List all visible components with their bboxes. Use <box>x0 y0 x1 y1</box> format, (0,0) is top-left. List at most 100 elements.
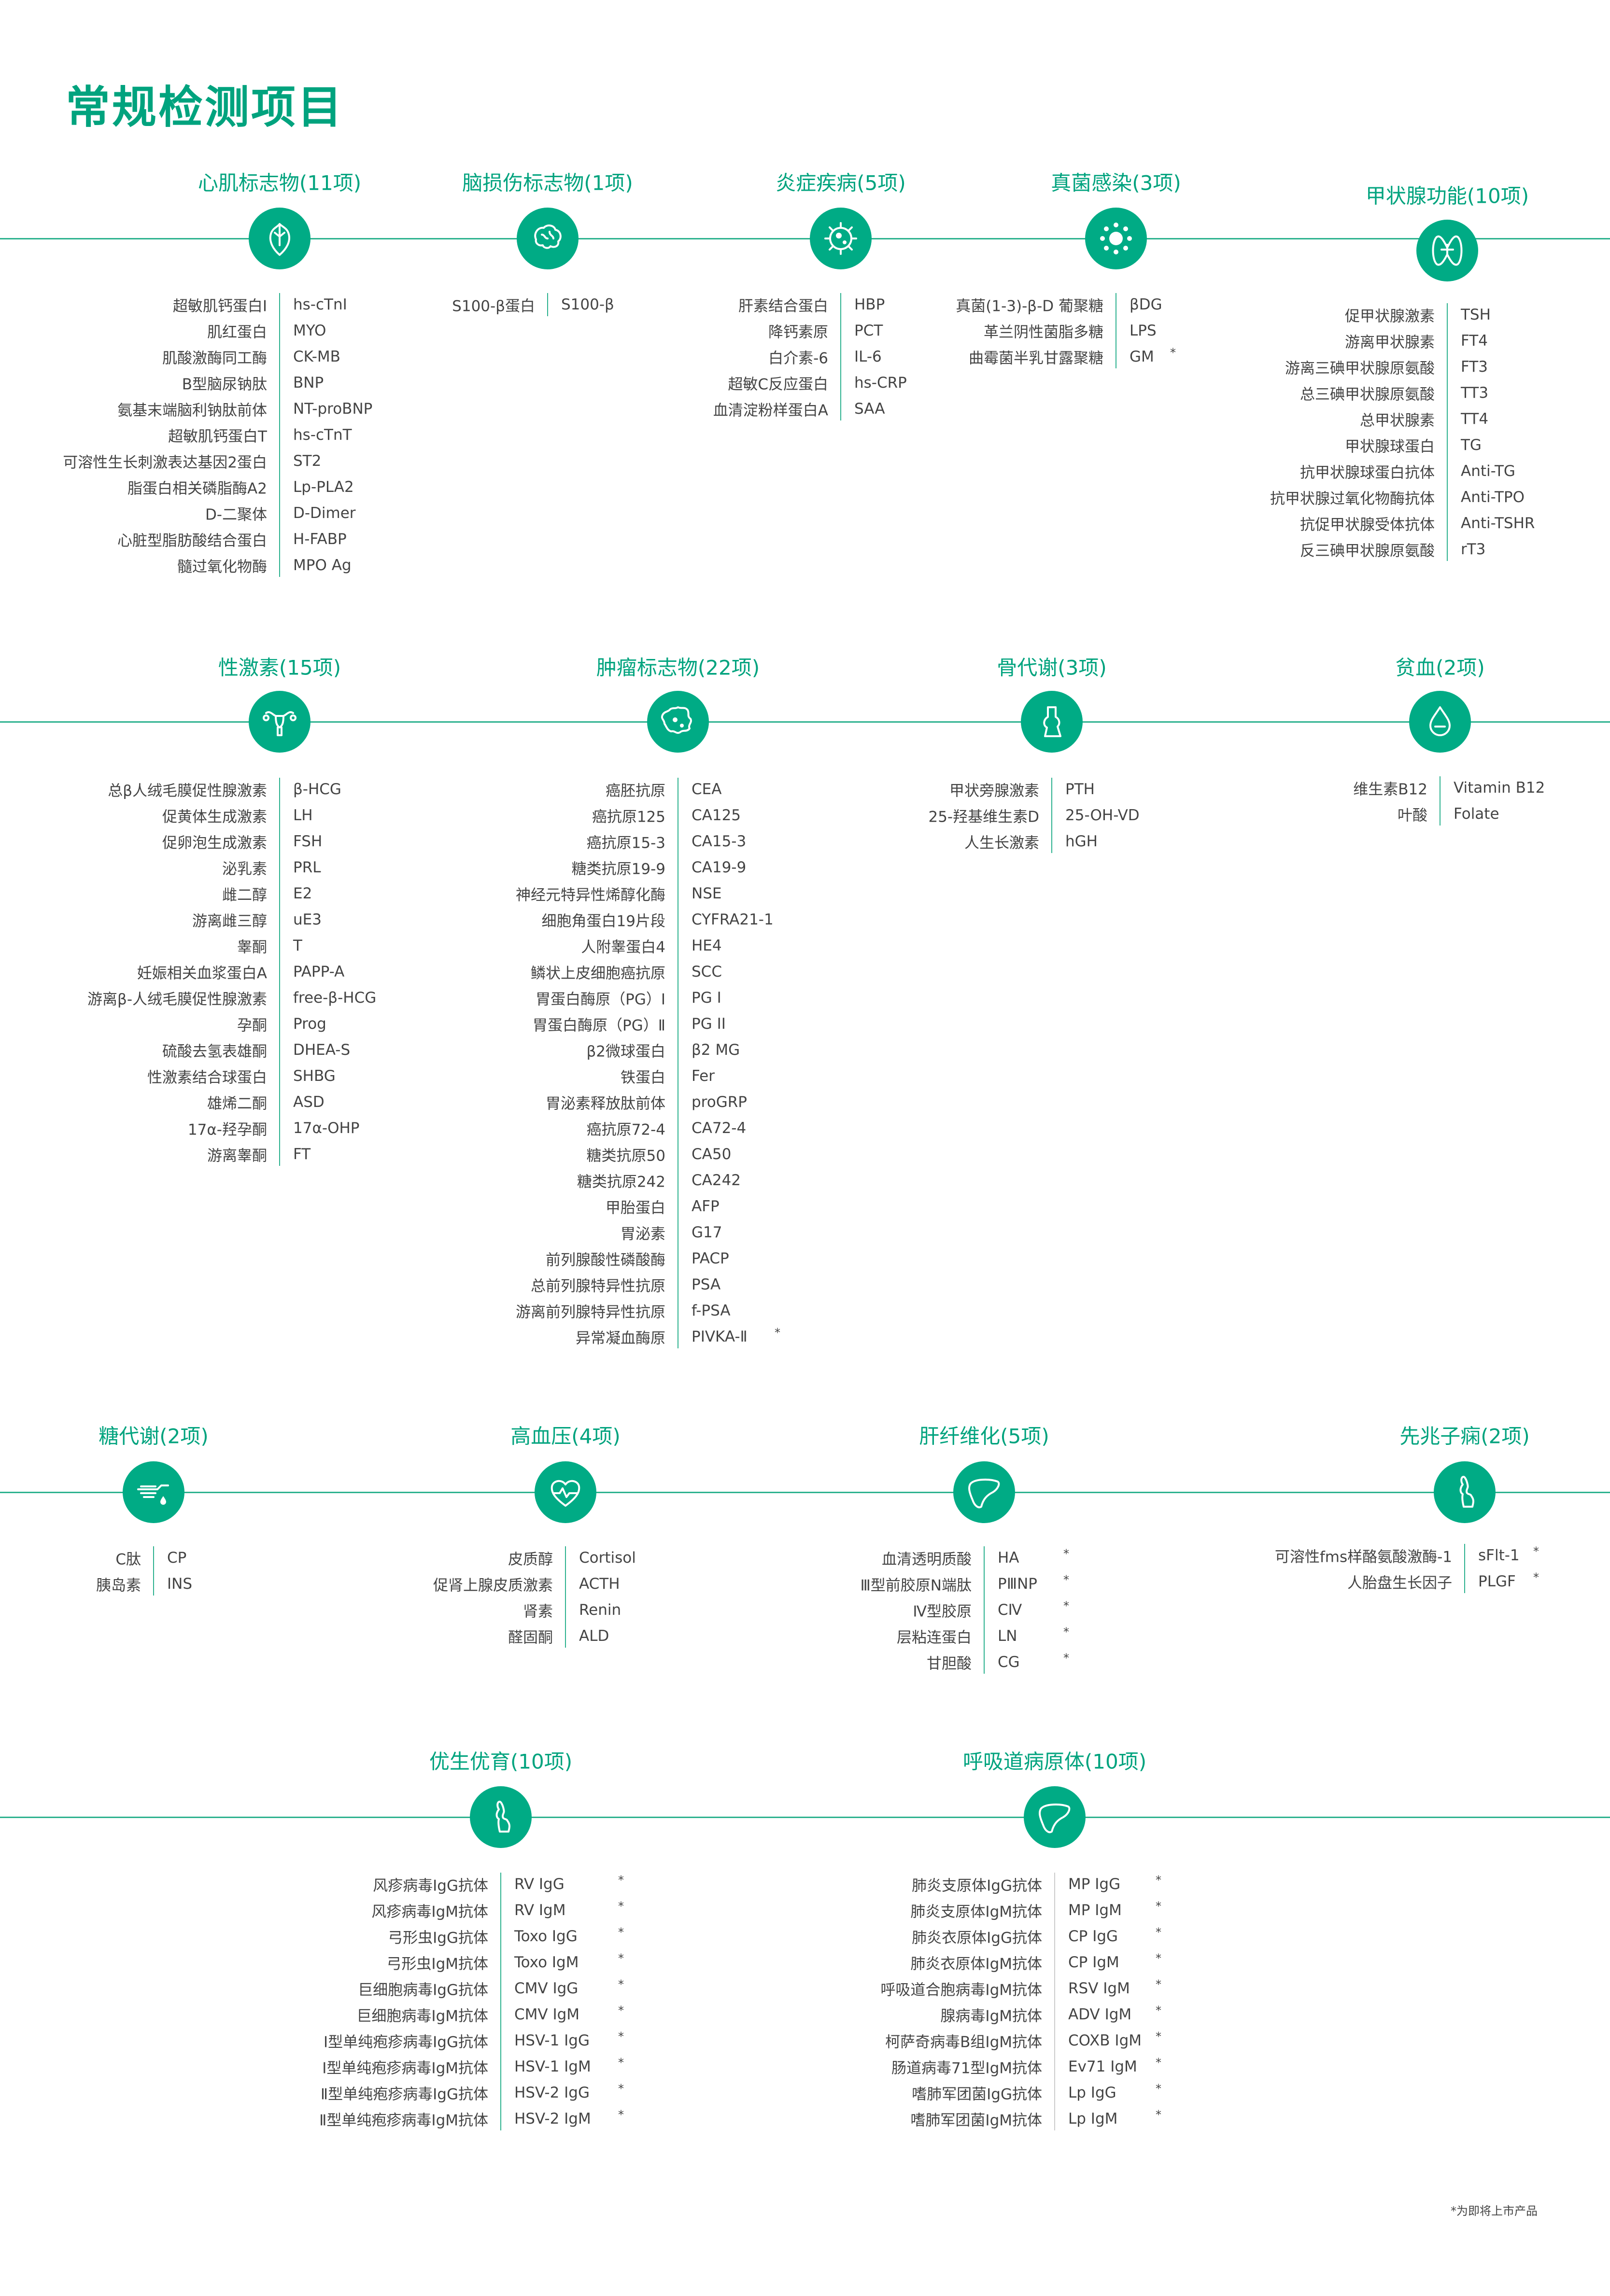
test-item-name: 真菌(1-3)-β-D 葡聚糖 <box>956 297 1103 315</box>
column-divider <box>1440 776 1441 826</box>
test-item-code: S100-β <box>561 296 614 313</box>
test-item-code: Renin <box>579 1601 621 1619</box>
column-divider <box>1464 1544 1465 1593</box>
upcoming-star: * <box>1156 1873 1161 1887</box>
test-item-code: Fer <box>692 1067 715 1085</box>
test-item-name: 肺炎支原体IgM抗体 <box>910 1903 1042 1921</box>
test-item-code: PCT <box>854 322 883 339</box>
test-item-code: RV IgM <box>514 1902 566 1919</box>
test-item-code: PⅢNP <box>998 1575 1037 1593</box>
section-title: 贫血(2项) <box>1395 656 1485 680</box>
upcoming-star: * <box>1063 1573 1069 1587</box>
test-item-name: 可溶性fms样酪氨酸激酶-1 <box>1274 1548 1452 1566</box>
test-item-code: LN <box>998 1627 1017 1645</box>
test-item-name: 胰岛素 <box>96 1577 141 1595</box>
pregnant-icon <box>1434 1461 1496 1523</box>
column-divider <box>153 1546 154 1596</box>
test-item-name: 胃蛋白酶原（PG）Ⅱ <box>533 1017 665 1035</box>
test-item-code: TT4 <box>1461 410 1489 428</box>
test-item-code: CP IgM <box>1068 1954 1119 1971</box>
test-item-code: DHEA-S <box>293 1041 351 1059</box>
test-item-code: Toxo IgM <box>514 1954 579 1971</box>
test-item-name: 性激素结合球蛋白 <box>147 1069 267 1087</box>
liver-icon <box>953 1461 1015 1523</box>
test-item-code: MP IgM <box>1068 1902 1122 1919</box>
section-title: 心肌标志物(11项) <box>198 171 362 195</box>
test-item-code: sFlt-1 <box>1478 1547 1520 1564</box>
test-item-name: 雌二醇 <box>222 886 267 904</box>
test-item-code: Folate <box>1454 805 1499 823</box>
test-item-code: Vitamin B12 <box>1454 779 1545 797</box>
section-title: 炎症疾病(5项) <box>776 171 906 195</box>
uterus-icon <box>249 691 311 753</box>
test-item-code: CK-MB <box>293 348 340 365</box>
test-item-name: 叶酸 <box>1398 807 1427 825</box>
test-item-code: TSH <box>1461 306 1491 323</box>
test-item-name: 层粘连蛋白 <box>897 1629 972 1647</box>
test-item-code: FT3 <box>1461 358 1488 376</box>
test-item-name: 人附睾蛋白4 <box>581 938 665 956</box>
test-item-code: G17 <box>692 1224 722 1241</box>
test-item-name: 嗜肺军团菌IgM抗体 <box>910 2112 1042 2129</box>
test-item-name: 血清淀粉样蛋白A <box>713 402 828 420</box>
upcoming-star: * <box>618 1899 624 1913</box>
test-item-name: 肾素 <box>523 1603 553 1621</box>
test-item-code: Prog <box>293 1015 326 1033</box>
test-item-name: 睾酮 <box>237 938 267 956</box>
heart-pulse-icon <box>535 1461 596 1523</box>
test-item-name: 白介素-6 <box>768 350 828 367</box>
virus-icon <box>1085 208 1147 269</box>
heart-icon <box>249 208 311 269</box>
column-divider <box>840 293 841 420</box>
test-item-code: CMV IgG <box>514 1980 579 1997</box>
test-item-code: GM <box>1130 348 1154 365</box>
upcoming-star: * <box>1063 1625 1069 1639</box>
test-item-name: Ⅱ型单纯疱疹病毒IgM抗体 <box>319 2112 488 2129</box>
test-item-name: 细胞角蛋白19片段 <box>541 912 665 930</box>
glucose-test-icon <box>123 1461 184 1523</box>
upcoming-star: * <box>1156 1977 1161 1991</box>
test-item-name: 超敏C反应蛋白 <box>728 376 828 393</box>
test-item-name: 异常凝血酶原 <box>576 1330 665 1347</box>
test-item-name: 曲霉菌半乳甘露聚糖 <box>969 350 1103 367</box>
test-item-code: MP IgG <box>1068 1876 1121 1893</box>
test-item-name: 皮质醇 <box>508 1551 553 1568</box>
test-item-code: Lp-PLA2 <box>293 478 354 496</box>
test-item-name: 反三碘甲状腺原氨酸 <box>1300 542 1435 560</box>
page-title: 常规检测项目 <box>66 82 344 133</box>
test-item-name: 超敏肌钙蛋白I <box>172 297 267 315</box>
test-item-code: LPS <box>1130 322 1157 339</box>
thyroid-icon <box>1416 220 1478 281</box>
test-item-name: 促甲状腺激素 <box>1345 308 1435 325</box>
test-item-code: ADV IgM <box>1068 2006 1132 2023</box>
test-item-name: C肽 <box>115 1551 141 1568</box>
upcoming-star: * <box>618 2082 624 2096</box>
timeline-row-3 <box>0 1492 1610 1493</box>
test-item-name: 心脏型脂肪酸结合蛋白 <box>117 532 267 550</box>
test-item-code: TG <box>1461 436 1482 454</box>
test-item-name: 甘胆酸 <box>927 1655 972 1673</box>
bone-joint-icon <box>1021 691 1083 753</box>
test-item-code: ST2 <box>293 452 322 470</box>
test-item-name: 甲状腺球蛋白 <box>1345 438 1435 456</box>
test-item-name: 妊娠相关血浆蛋白A <box>137 965 267 982</box>
pregnant-icon <box>470 1786 532 1848</box>
test-item-code: NT-proBNP <box>293 400 373 418</box>
test-item-code: Cortisol <box>579 1549 636 1567</box>
test-item-code: FSH <box>293 833 323 850</box>
test-item-code: PG II <box>692 1015 726 1033</box>
test-item-name: 总β人绒毛膜促性腺激素 <box>108 782 267 800</box>
upcoming-star: * <box>618 1873 624 1887</box>
test-item-name: 风疹病毒IgM抗体 <box>371 1903 488 1921</box>
test-item-code: CA19-9 <box>692 859 747 876</box>
test-item-name: 肌红蛋白 <box>207 323 267 341</box>
test-item-code: PG I <box>692 989 721 1007</box>
upcoming-star: * <box>1156 2030 1161 2044</box>
test-item-name: 人胎盘生长因子 <box>1347 1574 1452 1592</box>
test-item-code: CEA <box>692 781 722 798</box>
test-item-code: CA72-4 <box>692 1120 747 1137</box>
test-item-code: CA50 <box>692 1146 732 1163</box>
test-item-name: 癌胚抗原 <box>606 782 665 800</box>
test-item-name: 氨基末端脑利钠肽前体 <box>117 402 267 420</box>
test-item-code: f-PSA <box>692 1302 731 1319</box>
